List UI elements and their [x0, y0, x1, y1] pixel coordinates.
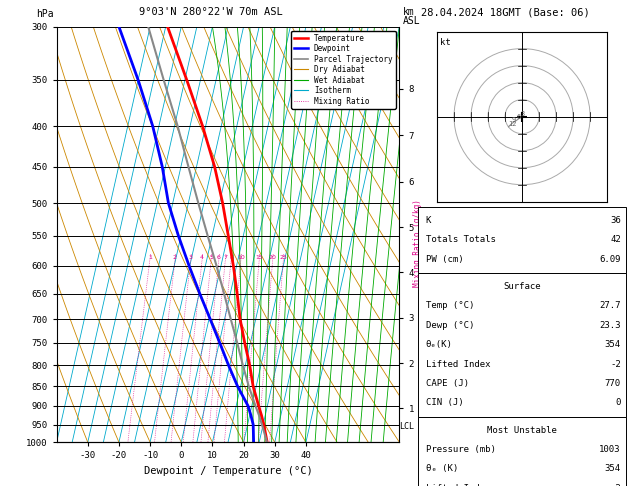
Text: 6.09: 6.09 [599, 255, 621, 263]
Text: 5: 5 [209, 255, 213, 260]
Text: θₑ(K): θₑ(K) [426, 340, 453, 349]
Text: 10: 10 [237, 255, 245, 260]
Text: Temp (°C): Temp (°C) [426, 301, 474, 310]
Text: hPa: hPa [36, 9, 53, 19]
X-axis label: Dewpoint / Temperature (°C): Dewpoint / Temperature (°C) [143, 466, 313, 476]
Text: 28.04.2024 18GMT (Base: 06): 28.04.2024 18GMT (Base: 06) [421, 7, 590, 17]
Text: 7: 7 [223, 255, 227, 260]
Text: © weatheronline.co.uk: © weatheronline.co.uk [470, 469, 574, 479]
Text: 27.7: 27.7 [599, 301, 621, 310]
Text: -2: -2 [610, 360, 621, 368]
Text: 3: 3 [520, 111, 525, 118]
Text: Dewp (°C): Dewp (°C) [426, 321, 474, 330]
Text: CAPE (J): CAPE (J) [426, 379, 469, 388]
Text: 23.3: 23.3 [599, 321, 621, 330]
Text: 1003: 1003 [599, 445, 621, 454]
Text: Lifted Index: Lifted Index [426, 484, 491, 486]
Text: K: K [426, 216, 431, 225]
Text: 2: 2 [173, 255, 177, 260]
Text: 3: 3 [189, 255, 192, 260]
Text: CIN (J): CIN (J) [426, 399, 464, 407]
Text: 1: 1 [148, 255, 152, 260]
Text: Pressure (mb): Pressure (mb) [426, 445, 496, 454]
Text: 354: 354 [604, 465, 621, 473]
Text: -2: -2 [610, 484, 621, 486]
Text: ASL: ASL [403, 16, 420, 26]
Text: Most Unstable: Most Unstable [487, 426, 557, 434]
Text: 354: 354 [604, 340, 621, 349]
Text: Surface: Surface [503, 282, 541, 291]
Text: 9: 9 [512, 118, 516, 123]
Text: 8: 8 [229, 255, 233, 260]
Text: Mixing Ratio (g/kg): Mixing Ratio (g/kg) [413, 199, 421, 287]
Text: kt: kt [440, 38, 451, 48]
Text: 42: 42 [610, 235, 621, 244]
Text: Totals Totals: Totals Totals [426, 235, 496, 244]
Text: θₑ (K): θₑ (K) [426, 465, 458, 473]
Text: LCL: LCL [399, 422, 415, 431]
Text: PW (cm): PW (cm) [426, 255, 464, 263]
Text: 770: 770 [604, 379, 621, 388]
Text: 15: 15 [255, 255, 263, 260]
Text: km: km [403, 7, 415, 17]
Text: Lifted Index: Lifted Index [426, 360, 491, 368]
Legend: Temperature, Dewpoint, Parcel Trajectory, Dry Adiabat, Wet Adiabat, Isotherm, Mi: Temperature, Dewpoint, Parcel Trajectory… [291, 31, 396, 109]
Text: 4: 4 [200, 255, 204, 260]
Text: 20: 20 [269, 255, 277, 260]
Text: 9°03'N 280°22'W 70m ASL: 9°03'N 280°22'W 70m ASL [139, 7, 283, 17]
Text: 6: 6 [517, 114, 521, 120]
Text: 25: 25 [279, 255, 287, 260]
Text: 6: 6 [217, 255, 221, 260]
Text: 12: 12 [508, 121, 517, 127]
Text: 0: 0 [615, 399, 621, 407]
Text: 36: 36 [610, 216, 621, 225]
